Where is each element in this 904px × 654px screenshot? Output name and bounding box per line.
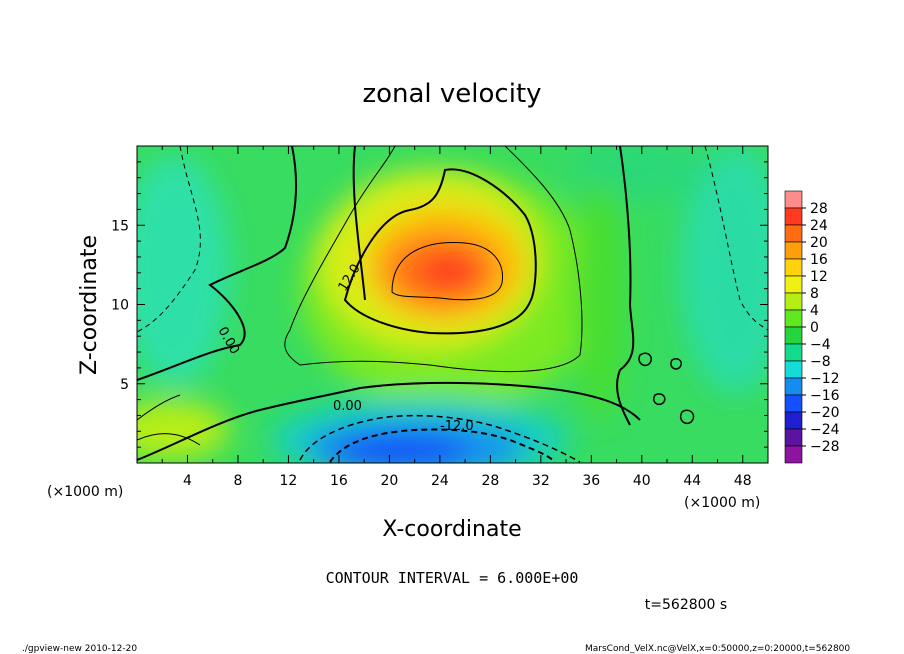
warm-region-peak xyxy=(416,252,480,292)
contour-0-column xyxy=(616,146,635,426)
x-axis-label: X-coordinate xyxy=(382,517,521,542)
colorbar-level-label: 16 xyxy=(810,252,828,268)
y-tick-label: 10 xyxy=(111,298,129,314)
contour-neg6 xyxy=(299,414,581,463)
cool-region-left xyxy=(137,155,230,385)
colorbar-swatch xyxy=(784,445,803,464)
colorbar-level-label: 12 xyxy=(810,269,828,285)
colorbar-swatch xyxy=(784,428,803,447)
colorbar-swatch xyxy=(784,377,803,396)
colorbar-swatch xyxy=(784,275,803,294)
contour-label-neg12: -12.0 xyxy=(440,419,474,434)
tick-marks xyxy=(137,146,769,463)
time-label: t=562800 s xyxy=(645,597,727,613)
colorbar-swatch xyxy=(784,326,803,345)
cool-region-right xyxy=(680,146,768,395)
colorbar-level-label: −4 xyxy=(810,337,831,353)
colorbar-swatch xyxy=(784,309,803,328)
x-tick-label: 28 xyxy=(481,473,499,489)
colorbar-swatch xyxy=(784,292,803,311)
colorbar-level-label: −16 xyxy=(810,388,840,404)
x-tick-label: 20 xyxy=(380,473,398,489)
colorbar-level-label: 28 xyxy=(810,201,828,217)
colorbar-swatch xyxy=(784,343,803,362)
colorbar-level-label: −24 xyxy=(810,422,840,438)
cold-region-core xyxy=(330,434,470,463)
contour-12 xyxy=(343,168,537,335)
colorbar-level-label: −8 xyxy=(810,354,831,370)
contour-neg12 xyxy=(329,428,556,463)
footer-left: ./gpview-new 2010-12-20 xyxy=(22,644,137,654)
colorbar-swatch xyxy=(784,207,803,226)
colorbar-swatch xyxy=(784,190,803,209)
colorbar-level-label: 4 xyxy=(810,303,819,319)
x-tick-label: 4 xyxy=(183,473,192,489)
colorbar-swatch xyxy=(784,411,803,430)
x-tick-labels: 4 8 12 16 20 24 28 32 36 40 44 48 xyxy=(183,473,752,489)
contour-18 xyxy=(391,242,504,301)
colorbar-swatch xyxy=(784,360,803,379)
colorbar-level-label: 0 xyxy=(810,320,819,336)
chart-title: zonal velocity xyxy=(362,79,541,109)
x-tick-label: 48 xyxy=(734,473,752,489)
contour-0 xyxy=(137,146,641,461)
column-region xyxy=(574,180,626,420)
contour-small-cells xyxy=(638,352,695,425)
y-tick-labels: 5 10 15 xyxy=(111,218,129,393)
footer-right: MarsCond_VelX.nc@VelX,x=0:50000,z=0:2000… xyxy=(585,644,850,654)
x-tick-label: 44 xyxy=(683,473,701,489)
colorbar-level-label: −28 xyxy=(810,439,840,455)
x-tick-label: 36 xyxy=(582,473,600,489)
x-tick-label: 40 xyxy=(633,473,651,489)
y-axis-label: Z-coordinate xyxy=(77,235,102,375)
colorbar-level-label: −12 xyxy=(810,371,840,387)
x-tick-label: 8 xyxy=(233,473,242,489)
x-units-label-right: (×1000 m) xyxy=(684,495,760,511)
contour-6-bottom-left xyxy=(137,394,201,446)
colorbar-level-label: −20 xyxy=(810,405,840,421)
heatmap-field: 12.0 0.00 0.00 -12.0 xyxy=(137,146,768,463)
colorbar-swatch xyxy=(784,224,803,243)
colorbar-level-label: 8 xyxy=(810,286,819,302)
x-tick-label: 16 xyxy=(330,473,348,489)
contour-label-0-mid: 0.00 xyxy=(333,399,362,414)
contour-neg6-sides xyxy=(137,146,768,333)
x-tick-label: 32 xyxy=(532,473,550,489)
x-tick-label: 12 xyxy=(280,473,298,489)
colorbar-level-label: 24 xyxy=(810,218,828,234)
contour-6 xyxy=(284,146,583,373)
warm-region-bottom-left xyxy=(137,400,230,460)
y-tick-label: 5 xyxy=(120,377,129,393)
colorbar-swatch xyxy=(784,394,803,413)
y-tick-label: 15 xyxy=(111,218,129,234)
colorbar-level-label: 20 xyxy=(810,235,828,251)
colorbar-swatch xyxy=(784,241,803,260)
colorbar xyxy=(784,190,806,464)
contour-interval-text: CONTOUR INTERVAL = 6.000E+00 xyxy=(326,569,579,587)
contour-lines xyxy=(137,146,768,463)
x-tick-label: 24 xyxy=(431,473,449,489)
x-units-label-left: (×1000 m) xyxy=(47,484,123,500)
colorbar-swatch xyxy=(784,258,803,277)
